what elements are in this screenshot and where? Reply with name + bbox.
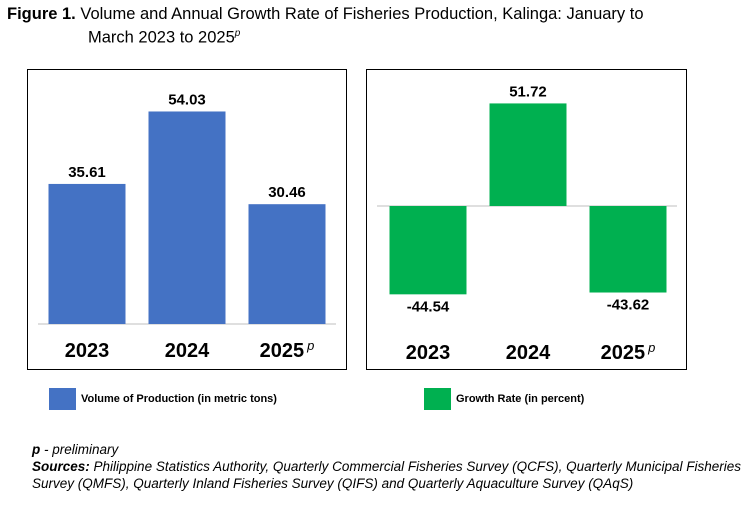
volume-chart: 35.61 2023 54.03 2024 30.46 2025 p <box>38 91 336 362</box>
figure-title-superscript: p <box>234 28 241 39</box>
figure-title-line1: Volume and Annual Growth Rate of Fisheri… <box>80 5 644 23</box>
growth-data-label-2024: 51.72 <box>509 83 547 100</box>
legend-growth-swatch <box>424 388 451 410</box>
growth-bar-2025 <box>589 206 667 293</box>
preliminary-note: p - preliminary <box>32 441 748 458</box>
volume-data-label-2025: 30.46 <box>268 184 306 201</box>
figure-label: Figure 1. <box>7 5 76 23</box>
sources-note-text: Philippine Statistics Authority, Quarter… <box>32 459 741 491</box>
volume-tick-label-2025: 2025 p <box>260 338 315 362</box>
legend-volume-label: Volume of Production (in metric tons) <box>81 393 277 405</box>
volume-data-label-2024: 54.03 <box>168 91 206 108</box>
growth-tick-label-2025: 2025 p <box>601 340 656 364</box>
volume-tick-label-2024: 2024 <box>165 340 210 362</box>
volume-tick-label-2023: 2023 <box>65 340 110 362</box>
growth-bar-2023 <box>389 206 467 295</box>
volume-bar-2024 <box>148 111 226 324</box>
sources-note-label: Sources: <box>32 459 90 474</box>
legend-volume-swatch <box>49 388 76 410</box>
preliminary-note-text: - preliminary <box>40 442 119 457</box>
growth-tick-label-2023: 2023 <box>406 342 451 364</box>
volume-chart-panel: 35.61 2023 54.03 2024 30.46 2025 p <box>27 69 347 370</box>
preliminary-note-label: p <box>32 442 41 457</box>
growth-data-label-2025: -43.62 <box>607 297 650 314</box>
volume-bar-2023 <box>48 183 126 324</box>
legend-growth: Growth Rate (in percent) <box>424 388 584 410</box>
figure-title-line2: March 2023 to 2025 <box>88 28 235 47</box>
figure-title: Figure 1. Volume and Annual Growth Rate … <box>7 4 747 48</box>
legend-growth-label: Growth Rate (in percent) <box>456 393 585 405</box>
footnotes: p - preliminary Sources: Philippine Stat… <box>32 441 748 492</box>
growth-chart-panel: -44.54 2023 51.72 2024 -43.62 2025 p <box>366 69 687 370</box>
growth-bar-2024 <box>489 103 567 206</box>
sources-note: Sources: Philippine Statistics Authority… <box>32 458 748 492</box>
growth-tick-label-2024: 2024 <box>506 342 551 364</box>
growth-data-label-2023: -44.54 <box>407 298 450 315</box>
growth-chart: -44.54 2023 51.72 2024 -43.62 2025 p <box>377 83 677 364</box>
legend-volume: Volume of Production (in metric tons) <box>49 388 277 410</box>
volume-data-label-2023: 35.61 <box>68 164 106 181</box>
volume-bar-2025 <box>248 204 326 324</box>
